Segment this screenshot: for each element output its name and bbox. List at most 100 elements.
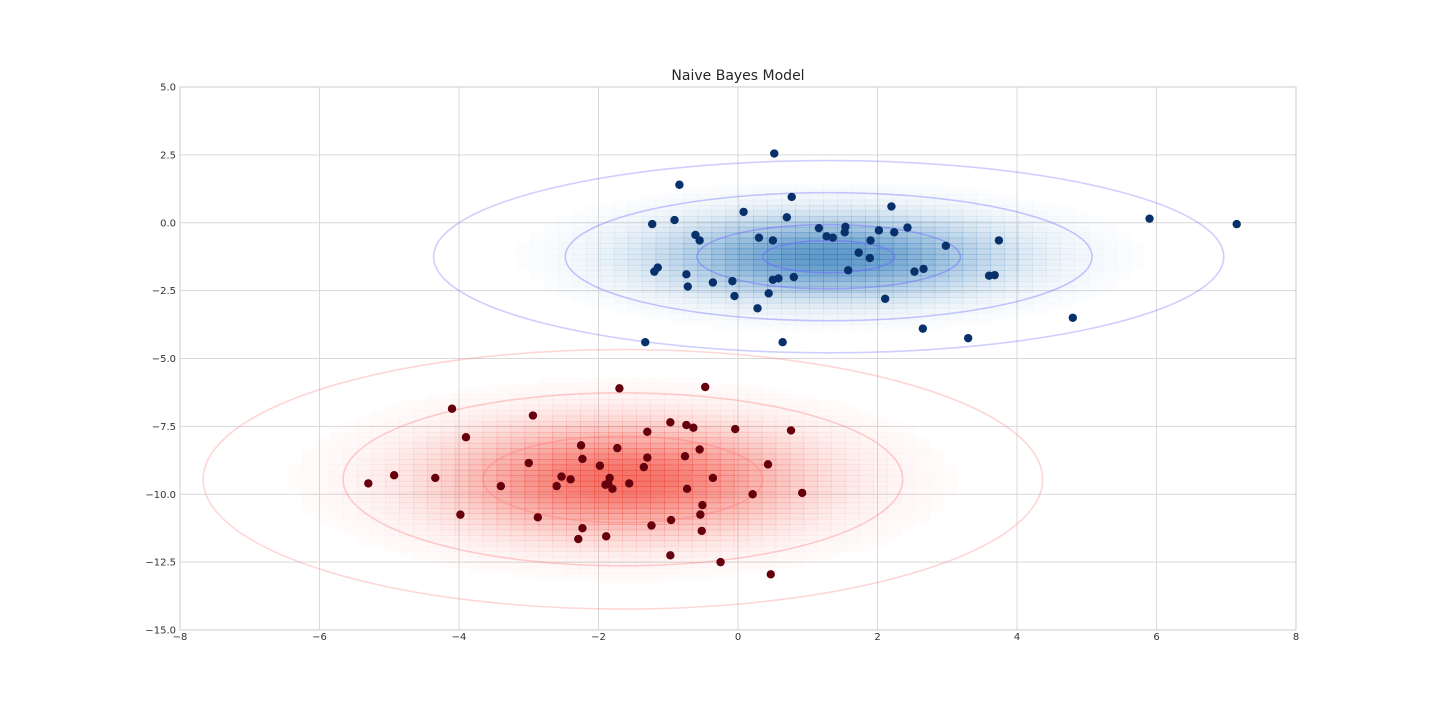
density-cell xyxy=(315,448,330,454)
density-cell xyxy=(426,442,442,449)
density-cell xyxy=(850,297,866,304)
density-cell xyxy=(864,226,880,233)
density-cell xyxy=(1088,238,1103,244)
density-cell xyxy=(566,393,581,400)
density-cell xyxy=(1032,211,1047,217)
density-cell xyxy=(990,275,1006,282)
density-cell xyxy=(837,281,852,288)
density-cell xyxy=(1032,226,1047,233)
density-cell xyxy=(767,243,782,250)
density-cell xyxy=(594,475,609,482)
density-cell xyxy=(678,545,693,553)
density-cell xyxy=(823,308,838,315)
density-cell xyxy=(845,513,860,520)
density-cell xyxy=(482,404,498,411)
density-cell xyxy=(817,442,833,449)
density-cell xyxy=(650,486,665,493)
density-cell xyxy=(739,253,754,261)
density-cell xyxy=(817,529,833,536)
density-cell xyxy=(915,508,930,514)
density-cell xyxy=(691,437,707,444)
density-cell xyxy=(483,394,498,400)
density-cell xyxy=(1046,281,1061,288)
density-cell xyxy=(962,226,978,233)
density-cell xyxy=(901,470,916,476)
density-cell xyxy=(837,270,852,277)
density-cell xyxy=(678,551,693,558)
density-cell xyxy=(315,437,330,443)
density-cell xyxy=(906,259,922,266)
density-cell xyxy=(845,475,860,482)
density-cell xyxy=(781,183,796,189)
density-cell xyxy=(719,491,735,498)
density-cell xyxy=(775,410,791,417)
density-cell xyxy=(789,491,805,498)
density-cell xyxy=(781,237,796,244)
density-cell xyxy=(664,410,679,417)
density-cell xyxy=(850,302,866,309)
density-cell xyxy=(613,237,629,244)
density-cell xyxy=(733,540,749,547)
density-cell xyxy=(823,210,838,217)
density-cell xyxy=(329,437,344,443)
density-cell xyxy=(496,442,512,449)
data-point xyxy=(728,276,737,286)
density-cell xyxy=(864,194,880,201)
density-cell xyxy=(600,211,615,217)
density-cell xyxy=(580,556,595,563)
density-cell xyxy=(1088,248,1103,255)
density-cell xyxy=(1102,287,1117,293)
density-cell xyxy=(357,459,372,466)
density-cell xyxy=(920,264,936,271)
density-cell xyxy=(1018,248,1033,255)
density-cell xyxy=(385,448,400,455)
contour-line xyxy=(342,392,904,567)
density-cell xyxy=(1060,248,1075,255)
density-cell xyxy=(580,529,595,536)
density-cell xyxy=(892,215,908,222)
density-cell xyxy=(823,226,838,233)
density-cell xyxy=(705,551,721,558)
density-cell xyxy=(455,551,470,557)
density-cell xyxy=(622,535,637,542)
density-cell xyxy=(496,497,512,504)
density-cell xyxy=(642,194,657,200)
density-cell xyxy=(552,453,568,460)
density-cell xyxy=(664,573,679,579)
density-cell xyxy=(530,259,545,265)
density-cell xyxy=(1102,265,1117,271)
density-cell xyxy=(552,556,568,563)
density-cell xyxy=(524,513,540,520)
density-cell xyxy=(962,264,978,271)
density-cell xyxy=(650,399,665,406)
density-cell xyxy=(678,529,693,536)
density-cell xyxy=(571,259,587,266)
density-cell xyxy=(343,480,358,487)
density-cell xyxy=(664,486,679,493)
density-cell xyxy=(962,232,978,239)
data-point xyxy=(716,557,725,567)
density-cell xyxy=(664,393,679,400)
density-cell xyxy=(781,205,796,212)
density-cell xyxy=(664,437,679,444)
density-cell xyxy=(343,524,358,530)
density-cell xyxy=(454,415,470,422)
density-cell xyxy=(775,431,791,438)
density-cell xyxy=(558,248,573,255)
data-point xyxy=(903,223,912,232)
density-cell xyxy=(510,464,526,471)
density-cell xyxy=(803,437,819,444)
density-cell xyxy=(831,410,846,416)
density-cell xyxy=(600,297,615,303)
density-cell xyxy=(669,259,685,266)
density-cell xyxy=(371,491,386,498)
density-cell xyxy=(739,226,754,233)
density-cell xyxy=(934,253,950,261)
density-cell xyxy=(426,448,442,455)
density-cell xyxy=(496,421,512,428)
density-cell xyxy=(906,253,922,261)
data-point xyxy=(641,338,650,347)
density-cell xyxy=(516,249,531,255)
density-cell xyxy=(1032,303,1047,309)
density-cell xyxy=(558,287,573,293)
